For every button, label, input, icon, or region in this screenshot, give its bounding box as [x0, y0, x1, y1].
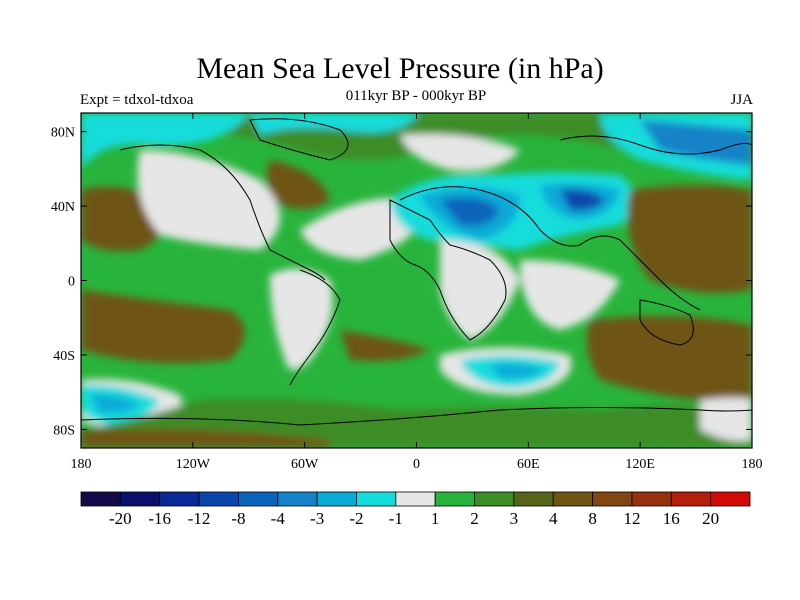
colorbar-swatch: [395, 491, 436, 507]
colorbar-label: -3: [310, 509, 324, 528]
y-tick-label: 40N: [51, 200, 75, 215]
colorbar-swatch: [474, 491, 515, 507]
colorbar-swatch: [316, 491, 357, 507]
colorbar-label: 4: [549, 509, 558, 528]
colorbar-swatch: [198, 491, 239, 507]
chart-subtitle: 011kyr BP - 000kyr BP: [345, 88, 487, 104]
colorbar-label: -1: [389, 509, 403, 528]
colorbar-label: 8: [588, 509, 597, 528]
y-axis: 80N 40N 0 40S 80S: [51, 126, 752, 438]
colorbar-label: 2: [470, 509, 479, 528]
colorbar-swatch: [631, 491, 672, 507]
x-tick-label: 120W: [176, 457, 211, 472]
x-tick-label: 60E: [517, 457, 540, 472]
experiment-label: Expt = tdxol-tdxoa: [80, 92, 194, 108]
colorbar-label: 16: [663, 509, 680, 528]
colorbar-label: -2: [349, 509, 363, 528]
colorbar-label: -8: [231, 509, 245, 528]
colorbar-swatch: [80, 491, 121, 507]
colorbar-label: 12: [623, 509, 640, 528]
colorbar-swatch: [434, 491, 475, 507]
x-tick-label: 60W: [291, 457, 319, 472]
chart-title: Mean Sea Level Pressure (in hPa): [196, 52, 604, 85]
colorbar-swatch: [238, 491, 279, 507]
colorbar-label: -4: [271, 509, 286, 528]
coastlines: [81, 118, 752, 426]
x-tick-label: 180: [742, 457, 763, 472]
colorbar-label: -12: [188, 509, 211, 528]
colorbar-swatch: [513, 491, 554, 507]
colorbar-swatch: [356, 491, 397, 507]
season-label: JJA: [730, 92, 753, 108]
colorbar-swatch: [710, 491, 751, 507]
y-tick-label: 80S: [53, 423, 75, 438]
y-tick-label: 40S: [53, 349, 75, 364]
colorbar-swatch: [159, 491, 200, 507]
colorbar-swatch: [119, 491, 161, 507]
colorbar-label: 1: [431, 509, 440, 528]
colorbar: -20 -16 -12 -8 -4 -3 -2 -1 1 2 3 4 8 12 16 20: [80, 491, 751, 528]
colorbar-label: 3: [510, 509, 519, 528]
colorbar-label: 20: [702, 509, 719, 528]
colorbar-swatch: [277, 491, 318, 507]
x-tick-label: 180: [71, 457, 92, 472]
x-axis: 180 120W 60W 0 60E 120E 180: [71, 113, 763, 472]
x-tick-label: 120E: [625, 457, 655, 472]
colorbar-swatch: [592, 491, 633, 507]
pressure-field: [81, 113, 752, 448]
colorbar-swatch: [670, 491, 712, 507]
colorbar-label: -16: [148, 509, 171, 528]
y-tick-label: 0: [68, 275, 75, 290]
x-tick-label: 0: [413, 457, 420, 472]
y-tick-label: 80N: [51, 126, 75, 141]
colorbar-label: -20: [109, 509, 132, 528]
colorbar-swatch: [552, 491, 593, 507]
